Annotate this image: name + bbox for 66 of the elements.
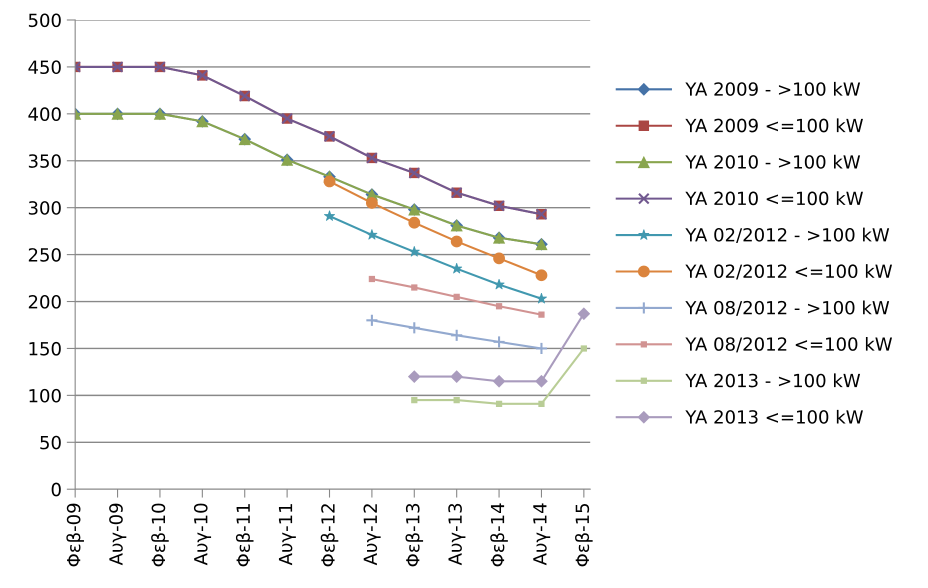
y-tick-label: 200 (28, 294, 61, 309)
y-tick-label: 450 (28, 60, 61, 74)
legend-label: YA 02/2012 - >100 kW (685, 228, 890, 244)
point (535, 375, 548, 388)
point (496, 303, 502, 310)
x-tick-label: Φεβ-09 (66, 504, 84, 566)
x-tick-label: Αυγ-13 (448, 504, 466, 566)
x-tick-label: Φεβ-12 (320, 504, 338, 566)
point (324, 176, 336, 188)
x-tick-label: Αυγ-12 (363, 504, 381, 566)
legend-label: YA 2010 <=100 kW (685, 191, 863, 206)
x-tick-label: Φεβ-14 (490, 503, 508, 566)
legend-label: YA 2009 - >100 kW (685, 82, 860, 96)
x-tick-label: Φεβ-13 (405, 504, 424, 566)
legend-label: YA 2010 - >100 kW (685, 154, 860, 169)
legend-label: YA 2013 <=100 kW (685, 410, 863, 424)
point (496, 400, 502, 407)
point (408, 246, 420, 257)
point (366, 197, 378, 209)
point (578, 307, 590, 320)
x-tick-label: Αυγ-14 (533, 503, 550, 566)
y-tick-label: 150 (29, 342, 61, 356)
point (366, 228, 378, 240)
point (324, 210, 336, 221)
point (493, 278, 505, 290)
point (493, 252, 505, 264)
point (492, 335, 506, 348)
point (408, 370, 421, 383)
point (534, 342, 548, 356)
y-tick-label: 50 (40, 436, 61, 450)
y-tick-label: 300 (28, 201, 61, 215)
y-tick-label: 0 (52, 482, 61, 496)
point (408, 216, 420, 229)
point (580, 345, 587, 352)
y-tick-label: 350 (28, 154, 61, 168)
y-tick-label: 500 (28, 13, 61, 28)
point (536, 269, 548, 282)
point (450, 328, 464, 342)
legend-label: YA 08/2012 <=100 kW (685, 336, 892, 352)
x-tick-label: Αυγ-11 (278, 504, 296, 566)
point (408, 321, 421, 334)
x-tick-label: Αυγ-10 (194, 504, 212, 566)
x-tick-label: Φεβ-15 (575, 504, 593, 566)
point (450, 236, 463, 248)
y-tick-label: 250 (28, 248, 61, 262)
point (368, 276, 376, 282)
point (450, 370, 463, 383)
legend-label: YA 08/2012 - >100 kW (685, 300, 890, 316)
legend-label: YA 02/2012 <=100 kW (685, 264, 892, 280)
point (538, 312, 545, 318)
point (365, 314, 378, 327)
y-tick-label: 100 (29, 388, 61, 402)
legend-label: YA 2013 - >100 kW (685, 373, 860, 388)
x-tick-label: Αυγ-09 (109, 504, 126, 566)
point (451, 262, 462, 274)
point (454, 396, 460, 404)
point (536, 292, 548, 304)
point (454, 294, 460, 300)
legend-label: YA 2009 <=100 kW (685, 118, 863, 132)
point (538, 400, 545, 407)
point (411, 396, 418, 404)
x-tick-label: Φεβ-11 (236, 504, 254, 566)
point (492, 375, 506, 388)
x-tick-label: Φεβ-10 (151, 504, 169, 566)
y-tick-label: 400 (28, 107, 61, 121)
point (411, 284, 418, 291)
